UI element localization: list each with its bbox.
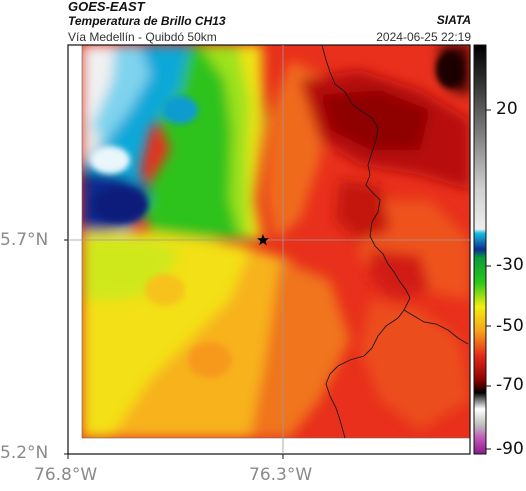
- colorbar-label-m50: -50: [496, 316, 524, 336]
- colorbar-label-m90: -90: [496, 439, 524, 459]
- datetime-label: 2024-06-25 22:19: [376, 30, 471, 44]
- source-title: GOES-EAST: [68, 0, 145, 14]
- colorbar-label-m30: -30: [496, 255, 524, 275]
- product-title: Temperatura de Brillo CH13: [68, 14, 226, 28]
- lat-tick-label-5-2: 5.2°N: [0, 443, 49, 463]
- colorbar-label-m70: -70: [496, 375, 524, 395]
- lon-tick-label-76-3: 76.3°W: [249, 465, 313, 485]
- boundary-line-east: [403, 309, 469, 345]
- boundary-line: [321, 44, 411, 439]
- star-icon: [257, 234, 269, 246]
- agency-label: SIATA: [436, 13, 471, 27]
- axes-frame: [67, 44, 471, 455]
- colorbar-label-20: 20: [496, 99, 518, 119]
- lat-tick-label-5-7: 5.7°N: [0, 230, 49, 250]
- route-subtitle: Vía Medellín - Quibdó 50km: [68, 30, 217, 44]
- brightness-temperature-field: [82, 45, 470, 438]
- colorbar: [473, 44, 487, 455]
- lon-tick-label-76-8: 76.8°W: [34, 465, 98, 485]
